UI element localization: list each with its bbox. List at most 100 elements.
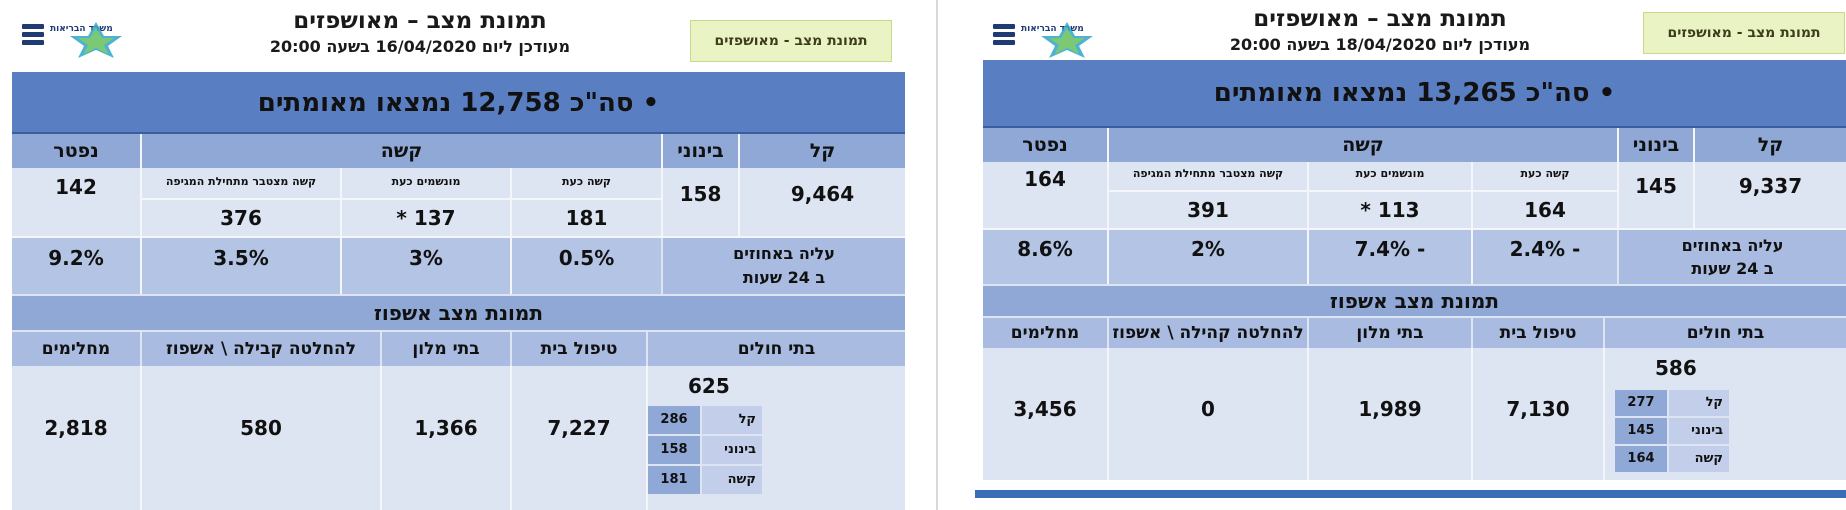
value-severe-now: 181	[565, 206, 608, 230]
increase-label: עליה באחוזים ב 24 שעות	[1619, 230, 1846, 284]
update-date: מעודכן ליום 18/04/2020 בשעה 20:00	[1229, 35, 1531, 54]
grid-line	[661, 134, 663, 238]
grid-line	[1307, 162, 1309, 284]
total-confirmed: • סה"כ 12,758 נמצאו מאומתים	[257, 88, 660, 118]
care-value-recovered: 3,456	[1013, 397, 1077, 421]
update-date: מעודכן ליום 16/04/2020 בשעה 20:00	[269, 37, 571, 56]
grid-line	[140, 366, 142, 510]
breakdown-label: קשה	[1669, 446, 1729, 472]
increase-ventilated-now: 3%	[409, 246, 443, 270]
breakdown-label: בינוני	[1669, 418, 1729, 444]
header-dead: נפטר	[12, 134, 140, 168]
care-value-recovered: 2,818	[44, 416, 108, 440]
slide-april-16: משרד הבריאות תמונת מצב – מאושפזים מעודכן…	[0, 0, 905, 510]
breakdown-label: קשה	[702, 466, 762, 494]
star-icon	[1041, 22, 1093, 58]
care-header-pending: להחלטה קבילה \ אשפוז	[142, 332, 380, 366]
grid-line	[12, 236, 905, 238]
grid-line	[510, 366, 512, 510]
value-mild: 9,464	[790, 182, 855, 206]
care-value-hotels: 1,989	[1358, 397, 1422, 421]
value-dead: 164	[1024, 167, 1066, 191]
breakdown-label: קל	[702, 406, 762, 434]
care-header-hospitals: בתי חולים	[648, 332, 905, 366]
image-separator	[936, 0, 938, 510]
header-dead: נפטר	[983, 128, 1107, 162]
grid-line	[340, 168, 342, 294]
grid-line	[510, 168, 512, 294]
subheader-ventilated-now: מונשמים כעת	[391, 175, 461, 188]
care-value-home: 7,227	[547, 416, 611, 440]
grid-line	[1107, 128, 1109, 284]
ministry-logo: משרד הבריאות	[22, 18, 142, 64]
value-moderate: 145	[1635, 174, 1677, 198]
star-icon	[70, 22, 122, 58]
increase-severe-now: - 2.4%	[1509, 237, 1581, 261]
header-moderate: בינוני	[1619, 128, 1693, 162]
flag-icon	[22, 24, 44, 50]
title-block: תמונת מצב – מאושפזים מעודכן ליום 16/04/2…	[160, 6, 680, 58]
title-block: תמונת מצב – מאושפזים מעודכן ליום 18/04/2…	[1125, 4, 1635, 56]
value-ventilated-now: 137 *	[396, 206, 456, 230]
care-value-home: 7,130	[1506, 397, 1570, 421]
grid-line	[983, 228, 1846, 230]
grid-line	[140, 134, 142, 294]
increase-severe-now: 0.5%	[558, 246, 615, 270]
increase-label-line2: ב 24 שעות	[1691, 259, 1774, 278]
breakdown-value: 277	[1615, 390, 1667, 416]
total-band	[983, 60, 1846, 128]
grid-line	[142, 198, 661, 200]
grid-line	[738, 134, 740, 238]
increase-severe-cumulative: 2%	[1191, 237, 1225, 261]
grid-line	[1603, 348, 1605, 480]
section-title: תמונת מצב אשפוז	[983, 286, 1846, 316]
care-header-hotels: בתי מלון	[382, 332, 510, 366]
flag-icon	[993, 24, 1015, 50]
value-severe-now: 164	[1524, 198, 1566, 222]
section-title: תמונת מצב אשפוז	[12, 296, 905, 330]
stats-panel: • סה"כ 13,265 נמצאו מאומתים קל בינוני קש…	[983, 60, 1846, 480]
logo-text: משרד הבריאות	[1021, 24, 1084, 34]
grid-line	[1307, 348, 1309, 480]
care-header-pending: להחלטה קהילה \ אשפוז	[1109, 318, 1307, 348]
slide-header: משרד הבריאות תמונת מצב – מאושפזים מעודכן…	[975, 0, 1846, 72]
total-confirmed: • סה"כ 13,265 נמצאו מאומתים	[1213, 78, 1616, 108]
care-header-hotels: בתי מלון	[1309, 318, 1471, 348]
care-header-home: טיפול בית	[1473, 318, 1603, 348]
breakdown-value: 145	[1615, 418, 1667, 444]
page-title: תמונת מצב – מאושפזים	[1253, 6, 1507, 32]
section-tag: תמונת מצב - מאושפזים	[690, 20, 892, 62]
header-mild: קל	[740, 134, 905, 168]
grid-line	[646, 366, 648, 510]
increase-label-line1: עליה באחוזים	[733, 244, 835, 263]
care-header-recovered: מחלימים	[12, 332, 140, 366]
total-band	[12, 72, 905, 134]
subheader-severe-cumulative: קשה מצטבר מתחילת המגיפה	[165, 175, 317, 188]
increase-dead: 8.6%	[1017, 237, 1073, 261]
increase-severe-cumulative: 3.5%	[213, 246, 269, 270]
care-header-recovered: מחלימים	[983, 318, 1107, 348]
value-severe-cumulative: 391	[1187, 198, 1229, 222]
breakdown-value: 286	[648, 406, 700, 434]
stats-panel: • סה"כ 12,758 נמצאו מאומתים קל בינוני קש…	[12, 72, 905, 510]
grid-line	[1617, 128, 1619, 230]
increase-label: עליה באחוזים ב 24 שעות	[663, 238, 905, 294]
care-header-hospitals: בתי חולים	[1605, 318, 1846, 348]
header-mild: קל	[1695, 128, 1846, 162]
value-ventilated-now: 113 *	[1360, 198, 1420, 222]
bottom-accent-bar	[975, 490, 1846, 498]
care-header-home: טיפול בית	[512, 332, 646, 366]
care-value-hospitals: 586	[1655, 356, 1697, 380]
page-title: תמונת מצב – מאושפזים	[293, 8, 547, 34]
grid-line	[1109, 190, 1617, 192]
value-severe-cumulative: 376	[220, 206, 262, 230]
increase-dead: 9.2%	[48, 246, 104, 270]
section-tag: תמונת מצב - מאושפזים	[1643, 12, 1845, 54]
breakdown-value: 158	[648, 436, 700, 464]
subheader-severe-now: קשה כעת	[1520, 167, 1570, 180]
care-value-hospitals: 625	[688, 374, 730, 398]
header-severe: קשה	[1109, 128, 1617, 162]
subheader-severe-cumulative: קשה מצטבר מתחילת המגיפה	[1132, 167, 1284, 180]
grid-line	[1471, 162, 1473, 284]
care-value-pending: 580	[240, 416, 282, 440]
